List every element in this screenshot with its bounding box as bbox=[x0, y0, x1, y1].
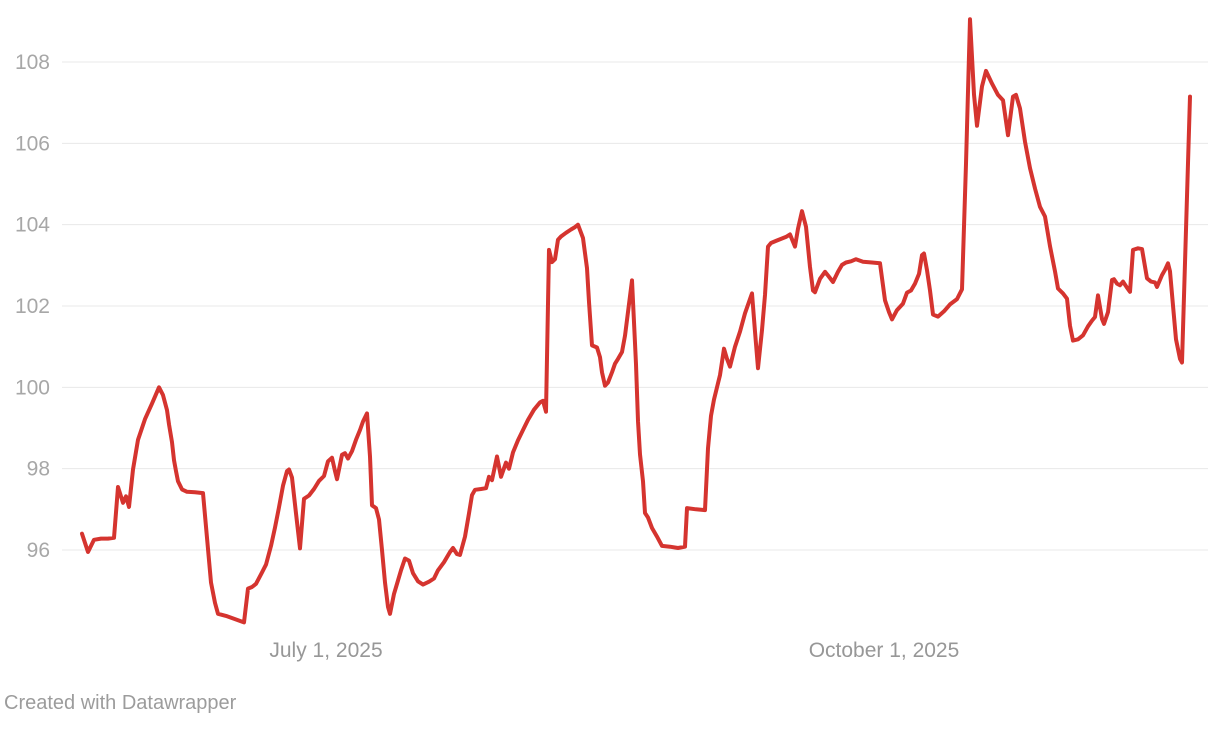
y-tick-label: 106 bbox=[15, 132, 50, 155]
y-tick-label: 96 bbox=[27, 539, 50, 562]
y-tick-label: 104 bbox=[15, 214, 50, 237]
data-series bbox=[80, 17, 1192, 625]
y-tick-label: 108 bbox=[15, 51, 50, 74]
y-axis-labels: 96 98 100 102 104 106 108 bbox=[15, 51, 50, 562]
x-axis-labels: July 1, 2025 October 1, 2025 bbox=[269, 639, 959, 662]
y-tick-label: 98 bbox=[27, 458, 50, 481]
x-tick-label: July 1, 2025 bbox=[269, 639, 382, 662]
series-line bbox=[80, 17, 1192, 625]
y-tick-label: 100 bbox=[15, 376, 50, 399]
x-tick-label: October 1, 2025 bbox=[809, 639, 960, 662]
attribution-text: Created with Datawrapper bbox=[4, 692, 237, 714]
y-tick-label: 102 bbox=[15, 295, 50, 318]
